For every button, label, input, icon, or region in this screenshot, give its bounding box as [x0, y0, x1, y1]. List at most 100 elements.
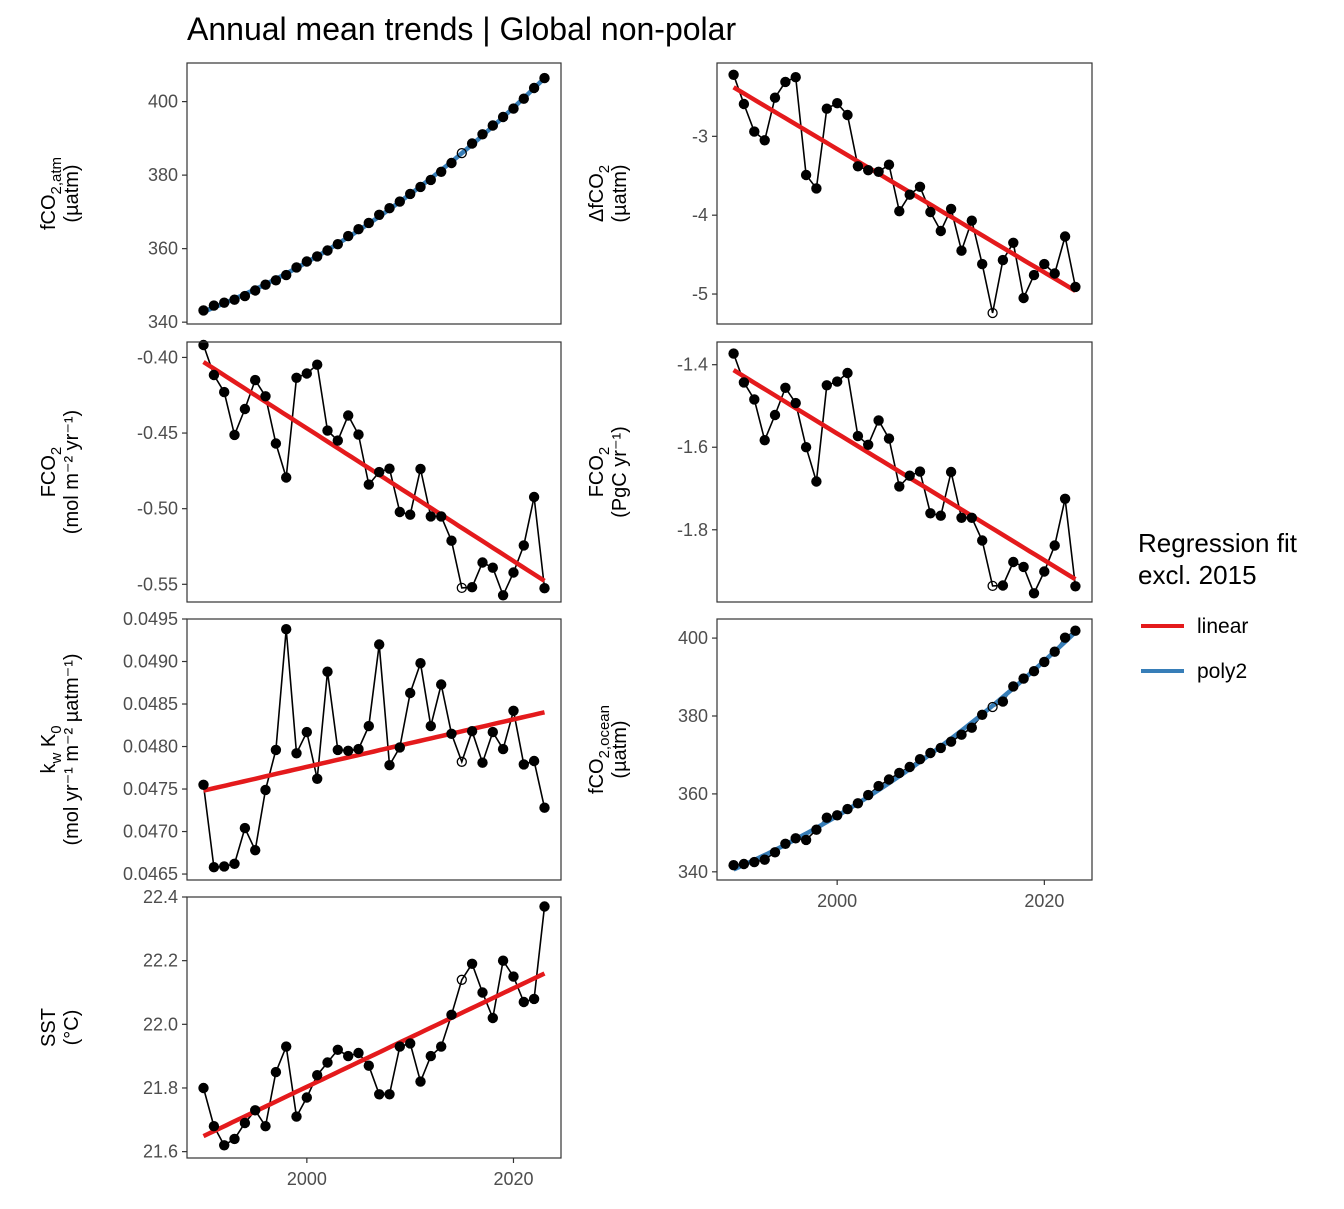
y-axis-label-line2: (µatm) — [609, 164, 631, 222]
y-tick-label: 380 — [678, 706, 708, 726]
data-point — [281, 1041, 292, 1052]
series-line — [203, 77, 546, 312]
series-line — [733, 630, 1076, 866]
data-point — [322, 666, 333, 677]
legend-label-linear: linear — [1197, 615, 1248, 638]
data-point — [1049, 540, 1060, 551]
series-line — [202, 629, 546, 869]
data-point — [332, 435, 343, 446]
data-point — [436, 679, 447, 690]
data-point — [1039, 566, 1050, 577]
data-point — [728, 860, 739, 871]
data-point — [528, 82, 540, 94]
data-point — [208, 300, 220, 311]
data-point — [312, 773, 323, 784]
data-point — [842, 109, 853, 121]
data-point — [832, 810, 843, 821]
data-point — [1070, 281, 1081, 293]
y-tick-label: 0.0485 — [123, 694, 178, 714]
data-point — [883, 774, 895, 785]
data-point — [229, 429, 240, 441]
regression-fit-linear — [732, 368, 1077, 582]
regression-fit-linear — [202, 971, 546, 1139]
data-point — [528, 993, 540, 1005]
data-point — [966, 215, 977, 226]
y-tick-label: -0.55 — [137, 574, 178, 594]
data-point — [800, 169, 812, 181]
y-tick-label: -0.50 — [137, 499, 178, 519]
data-point — [229, 858, 240, 869]
y-tick-label: -0.45 — [137, 423, 178, 443]
y-axis-label: fCO2,atm(µatm) — [38, 157, 83, 230]
data-point — [446, 157, 457, 169]
data-point — [935, 225, 946, 237]
data-point — [539, 72, 550, 84]
regression-fit-linear — [732, 85, 1077, 293]
panel-fco2-flux-total: -1.8 -1.6 -1.4 FCO2(PgC yr⁻¹) — [586, 341, 1093, 603]
data-point — [863, 165, 874, 176]
y-axis-label: ΔfCO2(µatm) — [586, 164, 631, 222]
data-point — [312, 359, 323, 370]
data-point — [883, 159, 895, 170]
legend-title-line1: Regression fit — [1138, 528, 1298, 558]
y-tick-label: -4 — [692, 205, 708, 225]
data-point — [374, 466, 385, 478]
data-point — [1018, 561, 1029, 573]
y-axis-label: FCO2(PgC yr⁻¹) — [586, 426, 631, 518]
regression-fit-linear — [202, 360, 546, 583]
data-point — [728, 69, 739, 81]
y-axis-label: FCO2(mol m⁻² yr⁻¹) — [38, 410, 83, 534]
data-point — [301, 1092, 312, 1103]
data-point — [405, 188, 416, 200]
data-point — [353, 429, 364, 440]
data-point — [466, 726, 478, 737]
y-axis-label-line2: (µatm) — [61, 164, 83, 222]
data-point — [239, 403, 251, 415]
y-axis-label-line1: SST — [38, 1008, 60, 1047]
data-point — [539, 583, 550, 594]
y-tick-label: 360 — [678, 784, 708, 804]
data-point — [312, 1070, 323, 1081]
data-point — [405, 687, 416, 699]
y-axis-label-line2: (°C) — [61, 1010, 83, 1046]
data-point — [353, 743, 364, 755]
data-point — [925, 206, 936, 218]
y-axis-label-line2: (µatm) — [609, 720, 631, 778]
data-point — [1018, 673, 1029, 684]
y-tick-label: 400 — [148, 92, 178, 112]
data-point — [759, 435, 770, 446]
y-tick-label: 0.0490 — [123, 652, 178, 672]
data-point — [270, 744, 282, 756]
y-tick-label: 21.8 — [143, 1078, 178, 1098]
data-point — [945, 736, 957, 747]
data-point — [1008, 237, 1019, 248]
data-point — [497, 743, 509, 755]
data-point — [518, 996, 529, 1008]
data-point — [250, 1105, 261, 1116]
data-point — [852, 430, 864, 442]
data-point — [332, 744, 343, 756]
y-axis-label-line1: fCO2,atm — [38, 157, 65, 230]
data-point — [1059, 493, 1071, 504]
y-tick-label: 0.0480 — [123, 737, 178, 757]
data-point — [260, 279, 271, 290]
data-point — [353, 1047, 364, 1059]
data-point — [956, 729, 967, 740]
y-tick-label: -0.40 — [137, 347, 178, 367]
data-point — [312, 251, 323, 262]
data-point — [394, 506, 405, 518]
data-point — [415, 658, 426, 669]
data-point — [997, 254, 1009, 266]
data-point-excluded — [456, 756, 467, 767]
data-point — [997, 696, 1009, 707]
data-point — [374, 209, 385, 220]
data-point — [487, 726, 498, 738]
data-point — [956, 512, 967, 523]
data-point — [487, 120, 498, 131]
regression-fit-poly2 — [202, 76, 547, 314]
data-point — [780, 76, 791, 88]
data-point — [759, 854, 770, 865]
data-point — [301, 256, 312, 267]
y-tick-label: 340 — [678, 862, 708, 882]
data-point — [966, 722, 977, 733]
